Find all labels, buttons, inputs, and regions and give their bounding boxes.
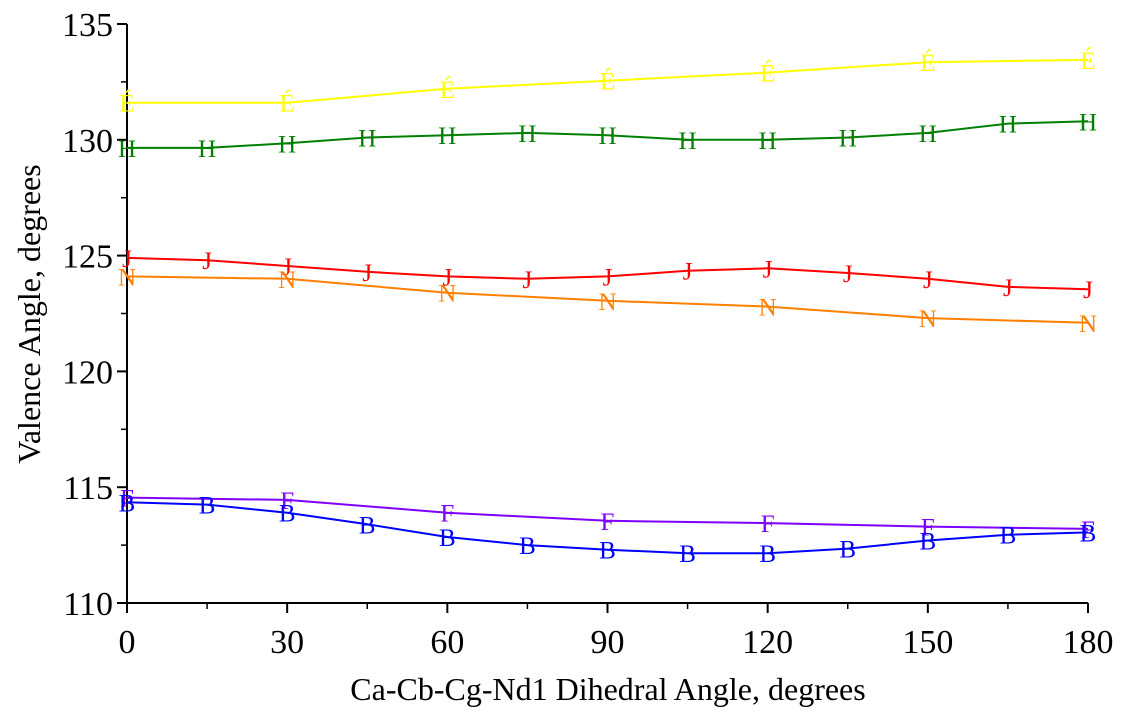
series-2: H H H H H H H H H H H H H [118, 109, 1097, 163]
y-tick-label: 115 [63, 470, 113, 507]
data-point-marker: F [1081, 517, 1095, 544]
series-line [126, 496, 1089, 530]
data-point-marker: É [600, 68, 615, 96]
data-point-marker: F [601, 509, 615, 536]
series-line [127, 58, 1089, 104]
data-point-marker: F [280, 488, 294, 515]
data-point-marker: H [598, 123, 616, 150]
x-tick-label: 180 [1063, 624, 1114, 661]
series-5: F F F F F F F [120, 486, 1095, 544]
data-point-marker: H [679, 128, 697, 155]
x-tick-label: 90 [591, 624, 625, 661]
data-point-marker: N [598, 289, 616, 316]
data-point-marker: É [920, 49, 935, 77]
plot-series: É ÉÉ É É É ÉH H H H H H H H H H H H HJ J J J J J J J J J J J JN NN N N N N… [118, 47, 1097, 568]
data-point-marker: H [999, 112, 1017, 139]
data-point-marker: H [1079, 109, 1097, 136]
data-point-marker: B [759, 541, 776, 568]
data-point-marker: J [843, 261, 853, 288]
series-line [126, 275, 1089, 324]
data-point-marker: J [202, 248, 212, 275]
data-point-marker: B [599, 538, 616, 565]
data-point-marker: H [759, 128, 777, 155]
data-point-marker: J [763, 256, 773, 283]
data-point-marker: J [122, 246, 132, 273]
data-point-marker: N [278, 267, 296, 294]
data-point-marker: F [921, 515, 935, 542]
data-point-marker: B [119, 490, 136, 517]
y-axis-title: Valence Angle, degrees [11, 164, 47, 463]
data-point-marker: É [119, 90, 134, 118]
data-point-marker: B [1080, 520, 1097, 547]
series-3: J J J J J J J J J J J J J [122, 246, 1093, 304]
x-tick-label: 150 [902, 624, 953, 661]
y-tick-label: 120 [62, 354, 113, 391]
data-point-marker: B [199, 493, 216, 520]
series-4: N N N N N N N [118, 264, 1097, 337]
y-tick-label: 135 [62, 7, 113, 44]
data-point-marker: J [1003, 275, 1013, 302]
data-point-marker: B [679, 541, 696, 568]
series-line [126, 256, 1089, 291]
data-point-marker: J [442, 264, 452, 291]
y-tick-label: 125 [62, 239, 113, 276]
x-tick-label: 0 [119, 624, 136, 661]
x-axis-title: Ca-Cb-Cg-Nd1 Dihedral Angle, degrees [350, 671, 865, 707]
data-point-marker: B [1000, 523, 1017, 550]
data-point-marker: J [523, 267, 533, 294]
data-point-marker: J [923, 267, 933, 294]
data-point-marker: É [760, 60, 775, 88]
y-tick-label: 110 [63, 586, 113, 623]
data-point-marker: H [518, 121, 536, 148]
series-6: B B B B B B B B B B B B B [119, 490, 1097, 568]
data-point-marker: F [120, 486, 134, 513]
data-point-marker: É [280, 90, 295, 118]
series-1: É É É É É É É [119, 47, 1095, 118]
data-point-marker: N [759, 295, 777, 322]
data-point-marker: H [919, 121, 937, 148]
data-point-marker: É [440, 76, 455, 104]
y-tick-label: 130 [62, 123, 113, 160]
data-point-marker: J [362, 260, 372, 287]
data-point-marker: H [198, 136, 216, 163]
data-point-marker: É [1080, 47, 1095, 75]
data-point-marker: F [440, 501, 454, 528]
data-point-marker: H [438, 123, 456, 150]
data-point-marker: B [839, 537, 856, 564]
data-point-marker: J [282, 254, 292, 281]
data-point-marker: H [839, 125, 857, 152]
data-point-marker: N [438, 281, 456, 308]
data-point-marker: N [1079, 311, 1097, 338]
data-point-marker: B [919, 528, 936, 555]
data-point-marker: J [683, 259, 693, 286]
series-line [126, 501, 1089, 555]
series-line [127, 120, 1089, 149]
data-point-marker: H [358, 125, 376, 152]
x-tick-label: 30 [270, 624, 304, 661]
data-point-marker: J [603, 264, 613, 291]
data-point-marker: N [118, 264, 136, 291]
data-point-marker: N [919, 306, 937, 333]
data-point-marker: H [278, 131, 296, 158]
data-point-marker: B [359, 512, 376, 539]
x-tick-label: 120 [742, 624, 793, 661]
data-point-marker: B [279, 501, 296, 528]
x-tick-label: 60 [430, 624, 464, 661]
data-point-marker: B [439, 525, 456, 552]
axes: 110 115 120 125 130 135 0 30 60 90 120 150 180 [62, 7, 1114, 661]
data-point-marker: B [519, 533, 536, 560]
data-point-marker: J [1083, 277, 1093, 304]
data-point-marker: H [118, 136, 136, 163]
data-point-marker: F [761, 511, 775, 538]
